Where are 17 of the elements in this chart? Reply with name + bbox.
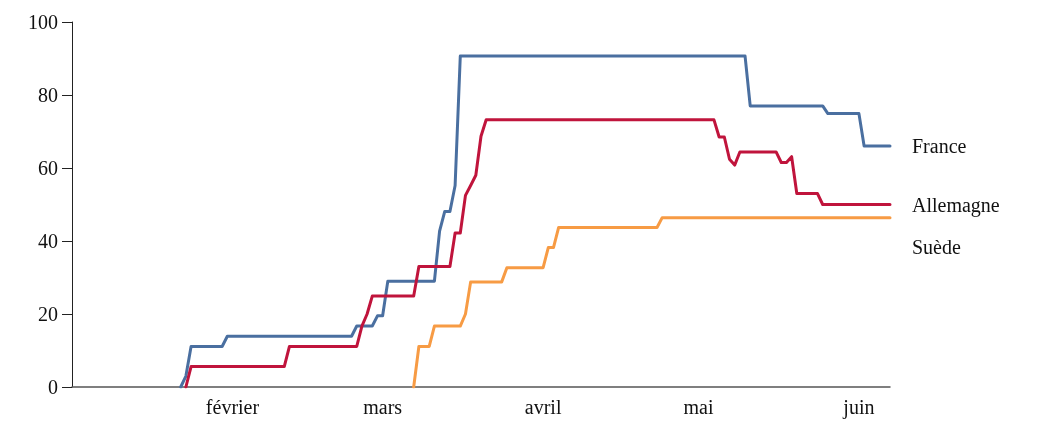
x-tick-label: mars — [363, 396, 403, 418]
line-series — [184, 118, 892, 389]
series-label: France — [912, 135, 967, 158]
line-series — [179, 54, 892, 389]
x-tick-label: février — [205, 396, 260, 418]
line-series — [412, 216, 892, 389]
y-tick-label: 60 — [38, 157, 58, 179]
series-label: Allemagne — [912, 193, 1000, 217]
y-tick-label: 40 — [38, 230, 58, 252]
y-tick-label: 0 — [48, 376, 58, 398]
series-label: Suède — [912, 235, 961, 258]
y-tick-label: 80 — [38, 84, 58, 106]
x-tick-label: mai — [683, 396, 714, 418]
x-tick-label: avril — [524, 396, 562, 418]
x-tick-label: juin — [842, 396, 875, 419]
y-tick-label: 100 — [28, 11, 58, 33]
y-tick-label: 20 — [38, 303, 58, 325]
